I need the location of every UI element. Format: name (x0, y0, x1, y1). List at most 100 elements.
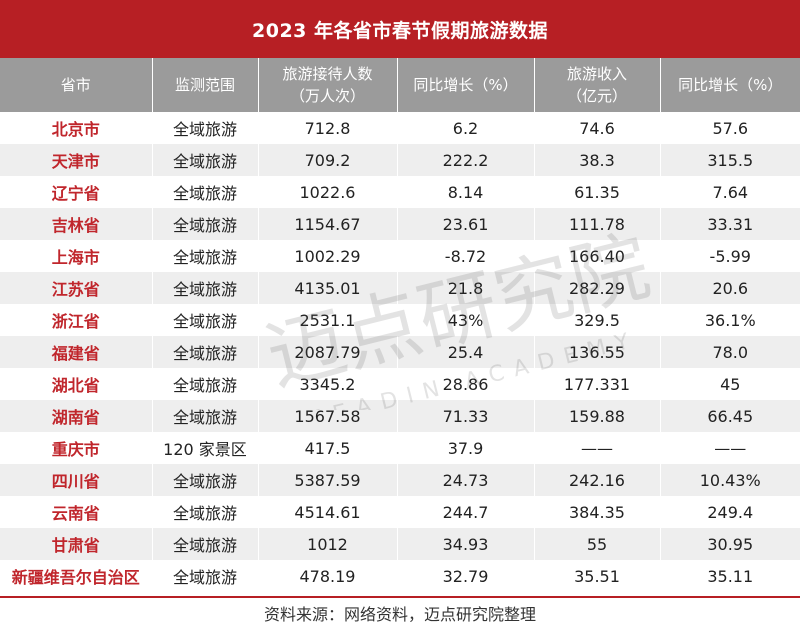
source-note: 资料来源：网络资料，迈点研究院整理 (263, 605, 536, 624)
province-cell: 天津市 (0, 144, 153, 176)
column-header: 省市 (0, 58, 153, 112)
table-row: 天津市 全域旅游 709.2 222.2 38.3 315.5 (0, 144, 800, 176)
column-header-line: 旅游接待人数 (282, 65, 373, 83)
province-cell: 吉林省 (0, 208, 153, 240)
value-cell: 2531.1 (258, 304, 398, 336)
value-cell: 1022.6 (258, 176, 398, 208)
value-cell: 74.6 (534, 112, 661, 144)
value-cell: 45 (660, 368, 800, 400)
value-cell: -8.72 (397, 240, 535, 272)
value-cell: 111.78 (534, 208, 661, 240)
scope-cell: 全域旅游 (152, 272, 259, 304)
value-cell: 244.7 (397, 496, 535, 528)
value-cell: 66.45 (660, 400, 800, 432)
value-cell: 43% (397, 304, 535, 336)
province-cell: 甘肃省 (0, 528, 153, 560)
scope-cell: 全域旅游 (152, 208, 259, 240)
value-cell: 417.5 (258, 432, 398, 464)
column-header: 监测范围 (152, 58, 259, 112)
scope-cell: 全域旅游 (152, 304, 259, 336)
value-cell: 1567.58 (258, 400, 398, 432)
column-header-line: 同比增长（%） (678, 76, 783, 94)
value-cell: 32.79 (397, 560, 535, 592)
table-row: 重庆市 120 家景区 417.5 37.9 —— —— (0, 432, 800, 464)
province-cell: 重庆市 (0, 432, 153, 464)
value-cell: 4135.01 (258, 272, 398, 304)
column-header-line: （万人次） (289, 87, 365, 105)
column-header-line: （亿元） (566, 87, 627, 105)
scope-cell: 全域旅游 (152, 240, 259, 272)
column-header-line: 同比增长（%） (413, 76, 518, 94)
table-title: 2023 年各省市春节假期旅游数据 (0, 0, 800, 58)
column-header-line: 监测范围 (174, 76, 235, 94)
value-cell: 20.6 (660, 272, 800, 304)
value-cell: 55 (534, 528, 661, 560)
table-row: 北京市 全域旅游 712.8 6.2 74.6 57.6 (0, 112, 800, 144)
scope-cell: 全域旅游 (152, 176, 259, 208)
value-cell: 28.86 (397, 368, 535, 400)
tourism-data-table: 省市 监测范围 旅游接待人数 （万人次） 同比增长（%） 旅游收入 （亿元） 同比增长（%） … (0, 58, 800, 592)
column-header-line: 省市 (60, 76, 91, 94)
column-header: 旅游收入 （亿元） (534, 58, 661, 112)
value-cell: 10.43% (660, 464, 800, 496)
province-cell: 上海市 (0, 240, 153, 272)
table-row: 辽宁省 全域旅游 1022.6 8.14 61.35 7.64 (0, 176, 800, 208)
table-row: 上海市 全域旅游 1002.29 -8.72 166.40 -5.99 (0, 240, 800, 272)
value-cell: 5387.59 (258, 464, 398, 496)
value-cell: 78.0 (660, 336, 800, 368)
value-cell: 242.16 (534, 464, 661, 496)
value-cell: 24.73 (397, 464, 535, 496)
value-cell: 36.1% (660, 304, 800, 336)
scope-cell: 全域旅游 (152, 400, 259, 432)
value-cell: 35.11 (660, 560, 800, 592)
value-cell: 136.55 (534, 336, 661, 368)
value-cell: 1012 (258, 528, 398, 560)
province-cell: 福建省 (0, 336, 153, 368)
table-row: 江苏省 全域旅游 4135.01 21.8 282.29 20.6 (0, 272, 800, 304)
province-cell: 湖南省 (0, 400, 153, 432)
value-cell: 37.9 (397, 432, 535, 464)
value-cell: 61.35 (534, 176, 661, 208)
value-cell: 34.93 (397, 528, 535, 560)
value-cell: 8.14 (397, 176, 535, 208)
table-body: 北京市 全域旅游 712.8 6.2 74.6 57.6 天津市 全域旅游 709.2 222.2… (0, 112, 800, 592)
value-cell: 249.4 (660, 496, 800, 528)
value-cell: 159.88 (534, 400, 661, 432)
table-row: 浙江省 全域旅游 2531.1 43% 329.5 36.1% (0, 304, 800, 336)
province-cell: 四川省 (0, 464, 153, 496)
scope-cell: 全域旅游 (152, 464, 259, 496)
column-header: 同比增长（%） (660, 58, 800, 112)
value-cell: 33.31 (660, 208, 800, 240)
province-cell: 新疆维吾尔自治区 (0, 560, 153, 592)
value-cell: 30.95 (660, 528, 800, 560)
value-cell: 166.40 (534, 240, 661, 272)
table-row: 新疆维吾尔自治区 全域旅游 478.19 32.79 35.51 35.11 (0, 560, 800, 592)
scope-cell: 120 家景区 (152, 432, 259, 464)
value-cell: 222.2 (397, 144, 535, 176)
value-cell: 6.2 (397, 112, 535, 144)
table-row: 湖北省 全域旅游 3345.2 28.86 177.331 45 (0, 368, 800, 400)
value-cell: 709.2 (258, 144, 398, 176)
value-cell: 315.5 (660, 144, 800, 176)
value-cell: —— (534, 432, 661, 464)
value-cell: 384.35 (534, 496, 661, 528)
value-cell: 21.8 (397, 272, 535, 304)
column-header: 同比增长（%） (397, 58, 535, 112)
value-cell: -5.99 (660, 240, 800, 272)
table-header-row: 省市 监测范围 旅游接待人数 （万人次） 同比增长（%） 旅游收入 （亿元） 同比增长（%） (0, 58, 800, 112)
value-cell: 282.29 (534, 272, 661, 304)
value-cell: 57.6 (660, 112, 800, 144)
value-cell: 177.331 (534, 368, 661, 400)
value-cell: 4514.61 (258, 496, 398, 528)
province-cell: 辽宁省 (0, 176, 153, 208)
value-cell: 35.51 (534, 560, 661, 592)
value-cell: 25.4 (397, 336, 535, 368)
value-cell: 1002.29 (258, 240, 398, 272)
column-header: 旅游接待人数 （万人次） (258, 58, 398, 112)
province-cell: 北京市 (0, 112, 153, 144)
value-cell: 329.5 (534, 304, 661, 336)
scope-cell: 全域旅游 (152, 496, 259, 528)
value-cell: 7.64 (660, 176, 800, 208)
province-cell: 云南省 (0, 496, 153, 528)
